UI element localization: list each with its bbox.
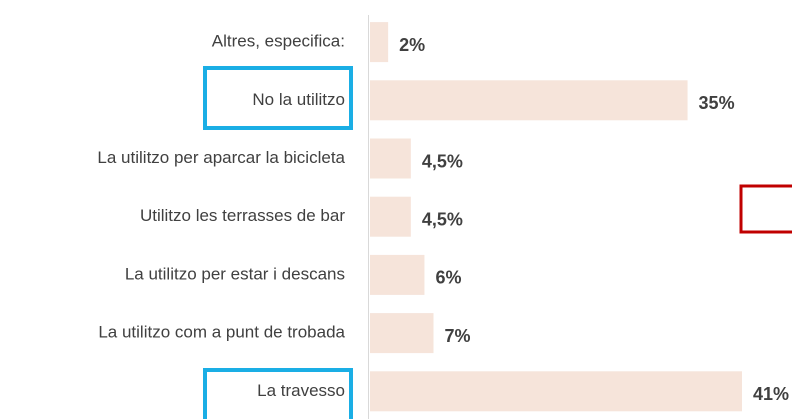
bar xyxy=(370,22,389,63)
bar xyxy=(370,254,425,295)
category-label: No la utilitzo xyxy=(252,90,345,109)
bar xyxy=(370,80,688,121)
value-label: 41% xyxy=(753,384,789,404)
highlight-box xyxy=(203,66,353,130)
category-label: Altres, especifica: xyxy=(212,32,345,51)
value-label: 2% xyxy=(399,35,425,55)
bar xyxy=(370,138,411,179)
bar xyxy=(370,371,742,412)
category-label: Utilitzo les terrasses de bar xyxy=(140,206,345,225)
value-label: 35% xyxy=(699,93,735,113)
category-label: La utilitzo com a punt de trobada xyxy=(98,323,345,342)
value-label: 4,5% xyxy=(422,151,463,171)
bar xyxy=(370,313,434,354)
highlight-box xyxy=(739,184,792,234)
value-label: 4,5% xyxy=(422,209,463,229)
category-label: La utilitzo per estar i descans xyxy=(125,264,345,283)
bar xyxy=(370,196,411,237)
value-label: 6% xyxy=(435,268,461,288)
value-label: 7% xyxy=(445,326,471,346)
category-label: La utilitzo per aparcar la bicicleta xyxy=(97,148,345,167)
highlight-box xyxy=(203,368,353,419)
category-label: La travesso xyxy=(257,381,345,400)
